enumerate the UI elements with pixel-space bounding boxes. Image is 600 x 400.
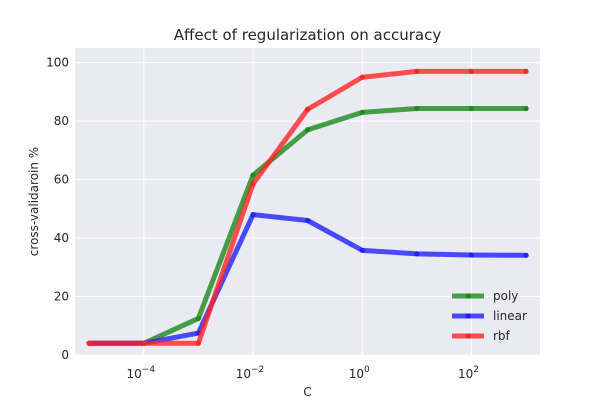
data-point-poly <box>195 315 201 322</box>
data-point-poly <box>250 172 256 178</box>
data-point-linear <box>468 252 475 258</box>
legend-marker <box>465 313 471 319</box>
y-tick-label: 80 <box>54 114 69 128</box>
y-tick-label: 20 <box>54 290 69 304</box>
x-tick-label: 100 <box>349 365 370 381</box>
data-point-rbf <box>250 181 256 187</box>
y-tick-label: 0 <box>61 348 69 362</box>
data-point-rbf <box>141 340 147 346</box>
data-point-rbf <box>468 68 475 74</box>
series-poly <box>86 105 529 346</box>
series-rbf <box>86 68 529 346</box>
grid <box>75 48 540 356</box>
data-point-linear <box>523 252 529 258</box>
data-point-rbf <box>414 68 420 74</box>
data-point-linear <box>305 217 311 224</box>
legend-item-rbf: rbf <box>452 329 511 343</box>
data-point-linear <box>414 251 420 257</box>
data-point-rbf <box>523 68 529 74</box>
legend-item-poly: poly <box>452 289 518 303</box>
x-tick-label: 102 <box>458 365 479 381</box>
data-point-rbf <box>359 74 365 80</box>
data-point-linear <box>359 247 365 253</box>
legend: poly linear rbf <box>452 289 527 343</box>
data-point-poly <box>359 109 365 115</box>
x-axis-label: C <box>303 385 311 399</box>
y-axis-label: cross-validaroin % <box>27 147 41 256</box>
legend-marker <box>465 333 471 339</box>
y-tick-label: 100 <box>46 56 69 70</box>
legend-label: linear <box>493 309 527 323</box>
data-point-poly <box>468 105 475 112</box>
legend-label: poly <box>493 289 518 303</box>
data-point-rbf <box>195 340 201 346</box>
series-layer <box>86 68 529 346</box>
plot-area <box>75 48 540 355</box>
data-point-poly <box>523 105 529 112</box>
data-point-rbf <box>305 106 311 112</box>
chart-title: Affect of regularization on accuracy <box>174 26 442 44</box>
tick-labels: 0 20 40 60 80 100 10−4 10−2 100 102 <box>46 56 479 381</box>
y-tick-label: 40 <box>54 231 69 245</box>
legend-item-linear: linear <box>452 309 527 323</box>
data-point-linear <box>250 212 256 218</box>
x-tick-label: 10−2 <box>236 365 265 381</box>
x-tick-label: 10−4 <box>127 365 156 381</box>
data-point-rbf <box>86 340 92 346</box>
legend-label: rbf <box>493 329 511 343</box>
legend-marker <box>465 293 471 299</box>
y-tick-label: 60 <box>54 173 69 187</box>
data-point-poly <box>305 127 311 133</box>
data-point-poly <box>414 105 420 112</box>
